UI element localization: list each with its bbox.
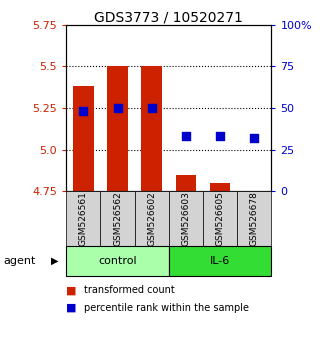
Text: transformed count: transformed count — [84, 285, 175, 295]
Point — [252, 135, 257, 141]
Bar — [203, 191, 237, 246]
Text: GDS3773 / 10520271: GDS3773 / 10520271 — [94, 11, 243, 25]
Text: GSM526602: GSM526602 — [147, 191, 156, 246]
Text: GSM526561: GSM526561 — [79, 191, 88, 246]
Text: ▶: ▶ — [51, 256, 59, 266]
Bar — [66, 191, 100, 246]
Bar — [169, 246, 271, 276]
Text: control: control — [98, 256, 137, 266]
Bar — [107, 66, 128, 191]
Bar — [135, 191, 169, 246]
Point — [183, 133, 189, 139]
Text: GSM526603: GSM526603 — [181, 191, 190, 246]
Point — [115, 105, 120, 111]
Text: ■: ■ — [66, 303, 77, 313]
Bar — [176, 175, 196, 191]
Text: GSM526605: GSM526605 — [215, 191, 225, 246]
Text: IL-6: IL-6 — [210, 256, 230, 266]
Point — [217, 133, 223, 139]
Bar — [66, 246, 169, 276]
Bar — [100, 191, 135, 246]
Bar — [141, 66, 162, 191]
Bar — [73, 86, 94, 191]
Text: agent: agent — [3, 256, 36, 266]
Bar — [169, 191, 203, 246]
Bar — [237, 191, 271, 246]
Bar — [210, 183, 230, 191]
Text: GSM526678: GSM526678 — [250, 191, 259, 246]
Point — [149, 105, 154, 111]
Text: percentile rank within the sample: percentile rank within the sample — [84, 303, 249, 313]
Point — [81, 108, 86, 114]
Text: GSM526562: GSM526562 — [113, 191, 122, 246]
Text: ■: ■ — [66, 285, 77, 295]
